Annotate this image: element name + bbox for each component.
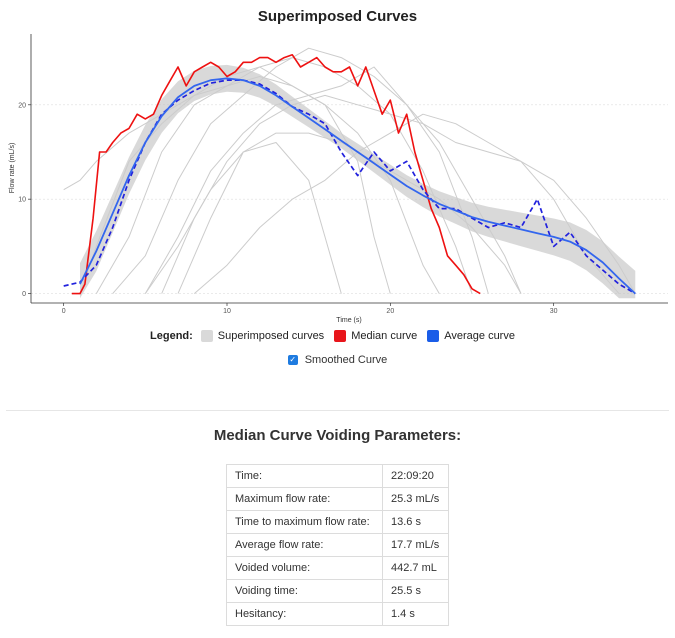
legend-swatch-median: [334, 330, 347, 342]
param-name: Voided volume:: [226, 556, 383, 580]
param-name: Average flow rate:: [226, 533, 383, 557]
median-curve-line: [71, 54, 481, 295]
smoothed-curve-line: [79, 77, 636, 295]
legend-item-average[interactable]: Average curve: [427, 330, 515, 342]
params-title: Median Curve Voiding Parameters:: [213, 427, 462, 444]
superimposed-curve-line: [144, 132, 522, 294]
superimposed-curve-line: [161, 94, 620, 294]
legend-label-average: Average curve: [444, 330, 515, 342]
table-row: Voiding time: 25.5 s: [226, 579, 449, 603]
params-table: Time: 22:09:20 Maximum flow rate: 25.3 mL/…: [226, 464, 449, 626]
legend-swatch-average: [427, 330, 440, 342]
chart-plot: 0 10 20 0 10 20 30 Time (s) Flow rate (mL/s): [9, 34, 668, 324]
average-curve-line: [63, 79, 636, 295]
legend-title: Legend:: [150, 330, 193, 342]
param-value: 1.4 s: [382, 602, 449, 626]
superimposed-curve-line: [112, 47, 489, 294]
superimposed-curve-line: [144, 66, 522, 294]
x-axis-label: Time (s): [336, 317, 361, 324]
superimposed-curve-line: [193, 113, 636, 294]
param-value: 22:09:20: [382, 464, 449, 488]
legend-swatch-superimposed: [200, 330, 213, 342]
y-tick-label: 20: [18, 102, 26, 109]
smoothed-curve-toggle[interactable]: ✓ Smoothed Curve: [0, 354, 675, 366]
smoothed-curve-checkbox[interactable]: ✓: [287, 355, 298, 365]
table-row: Average flow rate: 17.7 mL/s: [226, 533, 449, 557]
table-row: Voided volume: 442.7 mL: [226, 556, 449, 580]
param-value: 25.3 mL/s: [382, 487, 449, 511]
param-name: Time:: [226, 464, 383, 488]
table-row: Time to maximum flow rate: 13.6 s: [226, 510, 449, 534]
section-divider: [6, 410, 669, 411]
x-tick-label: 0: [62, 308, 66, 315]
param-name: Voiding time:: [226, 579, 383, 603]
param-value: 13.6 s: [382, 510, 449, 534]
table-row: Hesitancy: 1.4 s: [226, 602, 449, 626]
legend-item-median[interactable]: Median curve: [334, 330, 417, 342]
param-value: 25.5 s: [382, 579, 449, 603]
param-value: 17.7 mL/s: [382, 533, 449, 557]
superimposed-curve-line: [177, 142, 342, 294]
smoothed-curve-label: Smoothed Curve: [304, 354, 388, 366]
param-name: Maximum flow rate:: [226, 487, 383, 511]
x-tick-label: 20: [386, 308, 394, 315]
table-row: Time: 22:09:20: [226, 464, 449, 488]
chart-title: Superimposed Curves: [257, 8, 418, 25]
x-tick-label: 10: [223, 308, 231, 315]
param-name: Hesitancy:: [226, 602, 383, 626]
y-axis-label: Flow rate (mL/s): [9, 143, 16, 194]
x-tick-label: 30: [550, 308, 558, 315]
y-tick-label: 0: [22, 291, 26, 298]
param-value: 442.7 mL: [382, 556, 449, 580]
axes: [30, 34, 668, 304]
legend-item-superimposed[interactable]: Superimposed curves: [200, 330, 325, 342]
param-name: Time to maximum flow rate:: [226, 510, 383, 534]
legend-label-superimposed: Superimposed curves: [217, 330, 325, 342]
table-row: Maximum flow rate: 25.3 mL/s: [226, 487, 449, 511]
tick-labels: 0 10 20 0 10 20 30: [18, 102, 557, 315]
y-tick-label: 10: [18, 197, 26, 204]
legend: Legend: Superimposed curves Median curve…: [0, 330, 675, 342]
legend-label-median: Median curve: [351, 330, 418, 342]
series-layer: [63, 47, 636, 299]
